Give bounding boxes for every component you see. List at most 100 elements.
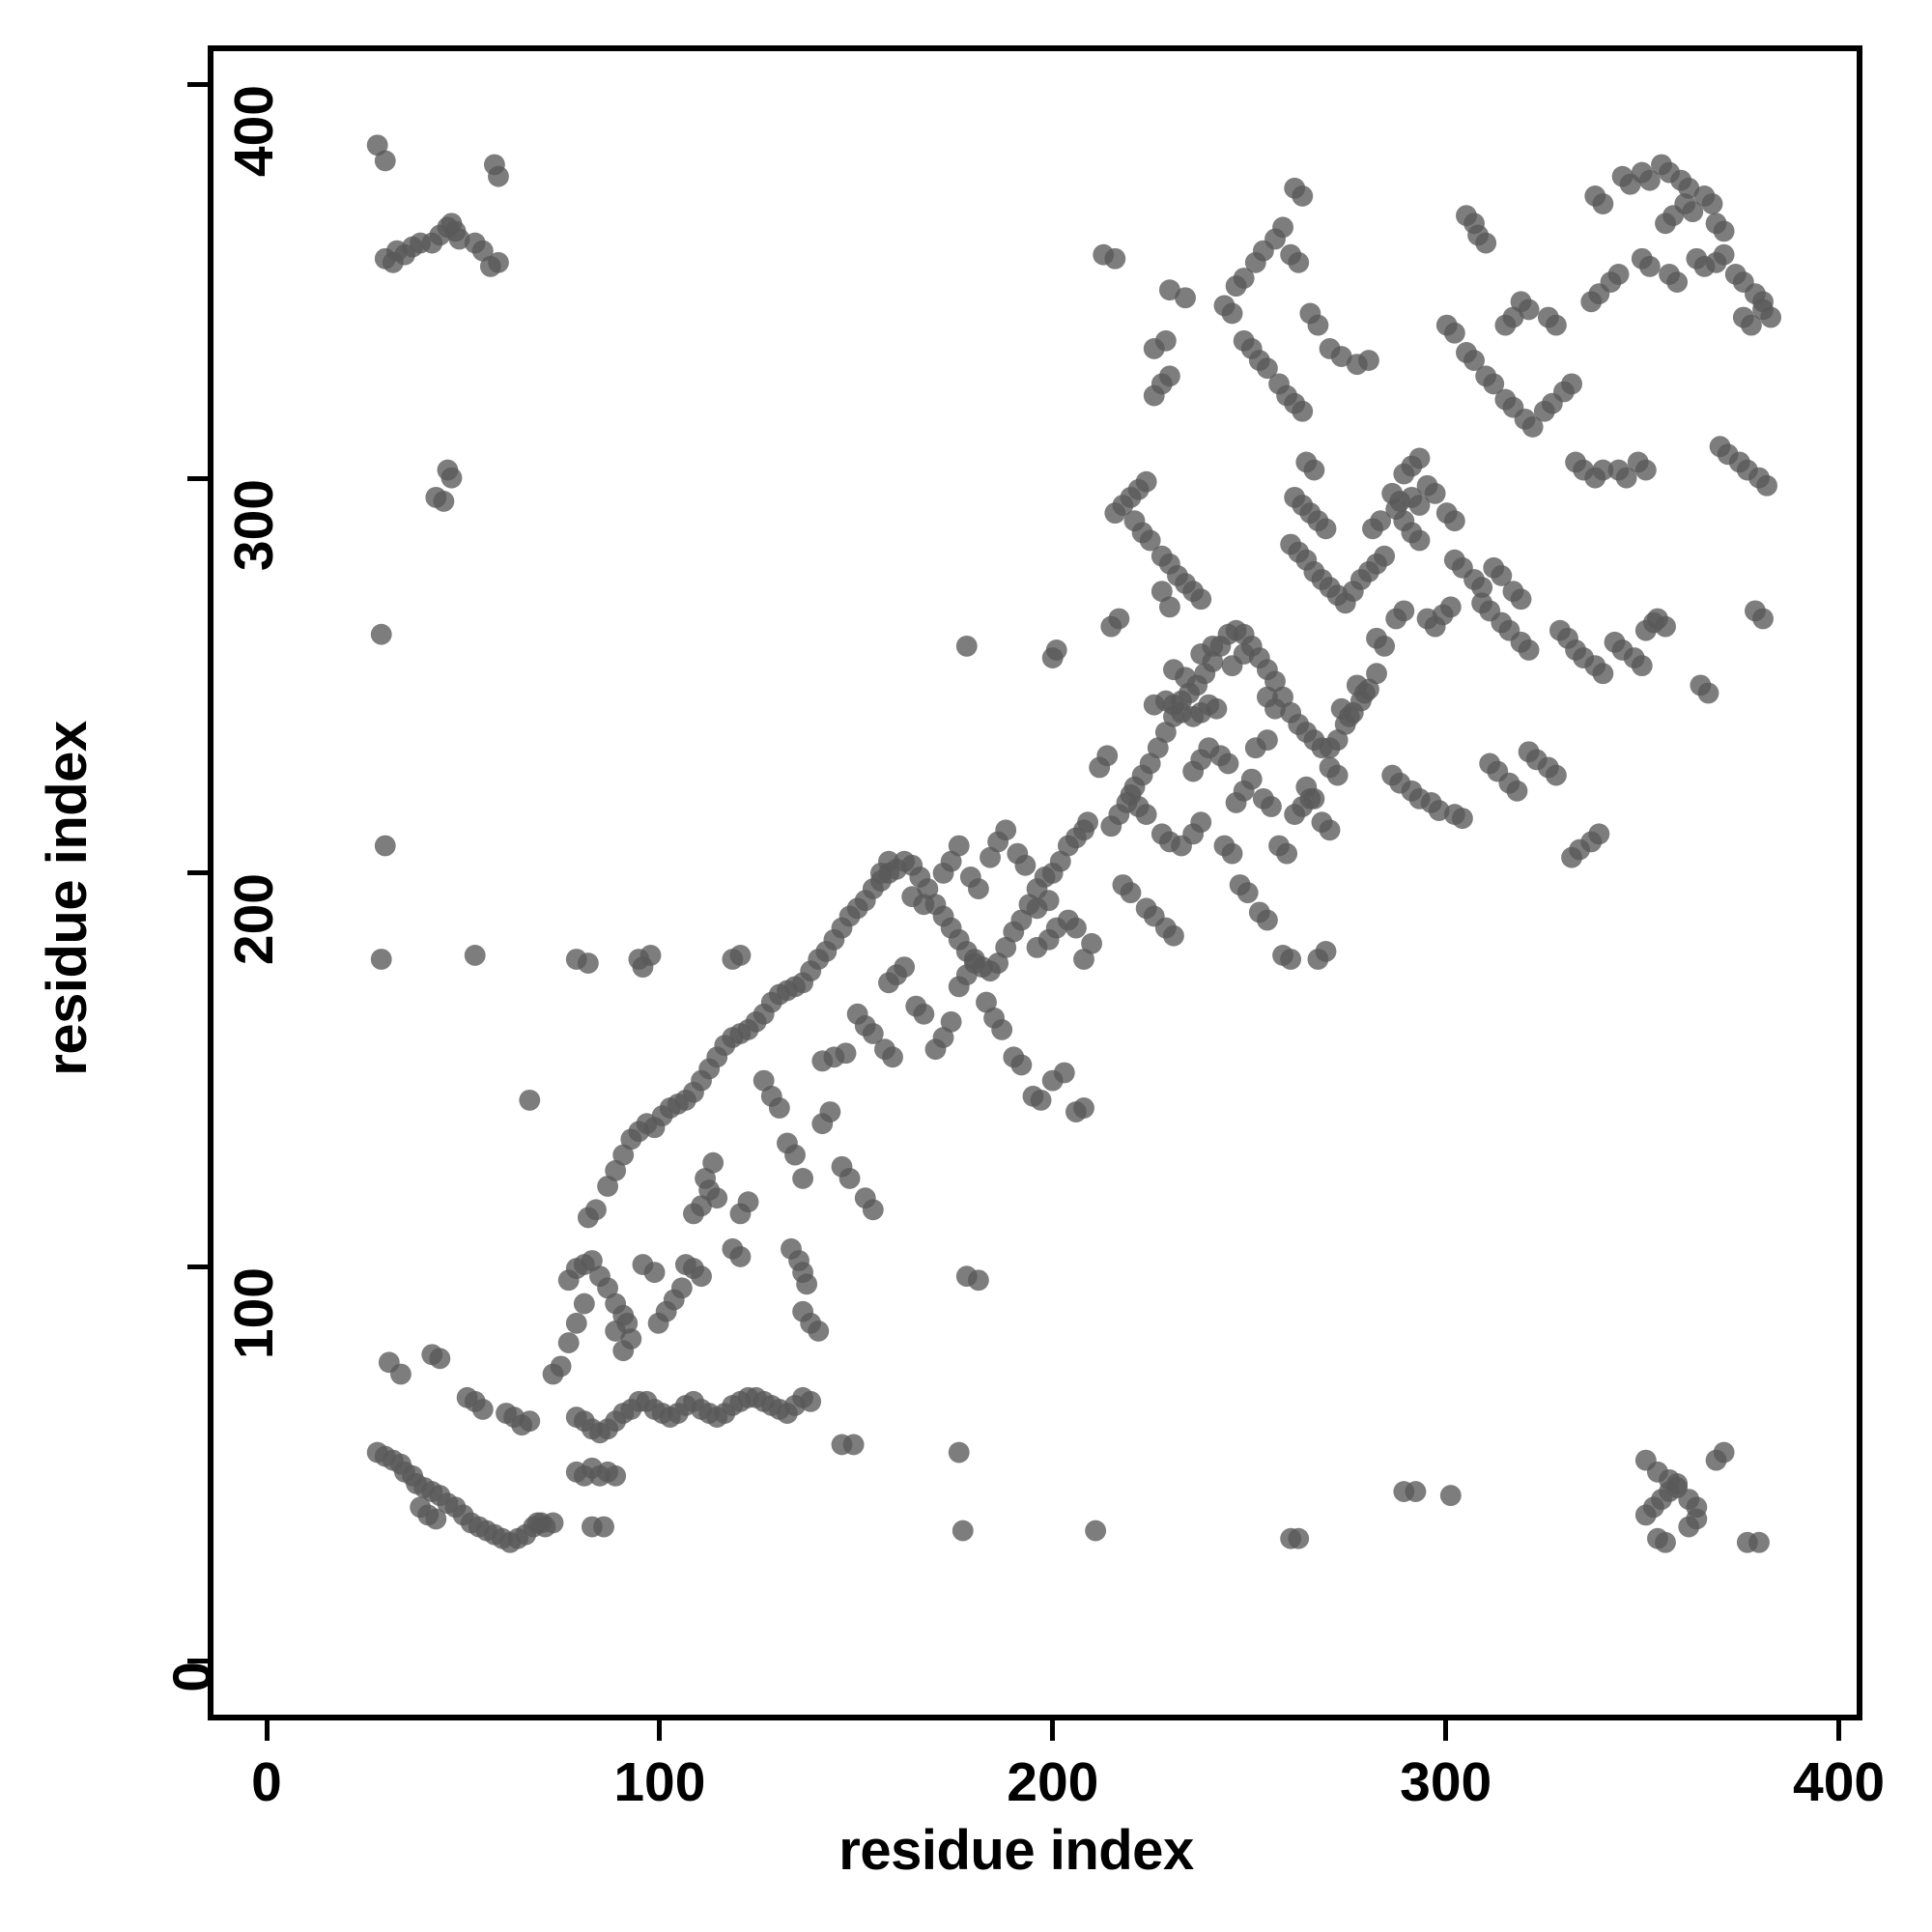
data-point bbox=[1713, 220, 1735, 242]
data-point bbox=[1190, 811, 1212, 834]
data-point bbox=[1030, 1089, 1052, 1111]
x-tick-label: 0 bbox=[251, 1751, 282, 1813]
data-point bbox=[1760, 306, 1782, 328]
data-point bbox=[429, 1348, 451, 1370]
data-point bbox=[987, 952, 1009, 974]
data-point bbox=[1261, 796, 1282, 817]
data-point bbox=[991, 1019, 1013, 1040]
y-tick-label: 400 bbox=[223, 84, 286, 177]
data-point bbox=[940, 1010, 962, 1033]
data-point bbox=[967, 1269, 989, 1292]
data-point bbox=[1053, 1062, 1075, 1084]
data-point bbox=[792, 1167, 814, 1189]
data-point bbox=[1475, 232, 1497, 254]
data-point bbox=[1443, 510, 1465, 532]
x-tick-label: 100 bbox=[613, 1751, 706, 1813]
data-point bbox=[550, 1355, 572, 1378]
data-point bbox=[1545, 314, 1567, 336]
data-point bbox=[1256, 357, 1278, 380]
data-point bbox=[542, 1512, 564, 1534]
data-point bbox=[1073, 949, 1094, 970]
data-point bbox=[1108, 608, 1130, 630]
data-point bbox=[1154, 722, 1177, 743]
data-point bbox=[643, 1262, 666, 1284]
data-point bbox=[808, 1321, 830, 1342]
data-point bbox=[1221, 302, 1243, 325]
data-point bbox=[1408, 529, 1431, 552]
data-point bbox=[1655, 615, 1676, 638]
data-point bbox=[796, 1273, 818, 1295]
data-point bbox=[819, 1101, 841, 1122]
data-point bbox=[1393, 600, 1415, 622]
data-point bbox=[842, 1434, 865, 1456]
data-point bbox=[1190, 588, 1212, 611]
data-point bbox=[464, 945, 486, 966]
data-point bbox=[1483, 373, 1505, 395]
data-point bbox=[1163, 924, 1184, 947]
data-point bbox=[995, 936, 1017, 958]
data-point bbox=[1135, 470, 1157, 493]
y-tick bbox=[187, 1659, 208, 1664]
data-point bbox=[597, 1176, 619, 1197]
data-point bbox=[1686, 1496, 1708, 1519]
data-point bbox=[1280, 949, 1302, 970]
data-point bbox=[1682, 201, 1704, 223]
data-point bbox=[1233, 268, 1255, 289]
data-point bbox=[1491, 565, 1513, 586]
data-point bbox=[1158, 365, 1180, 387]
data-point bbox=[1439, 596, 1462, 618]
data-point bbox=[967, 878, 989, 900]
data-point bbox=[1748, 1531, 1770, 1553]
data-point bbox=[1326, 729, 1349, 752]
data-point bbox=[1374, 635, 1396, 657]
data-point bbox=[800, 1390, 822, 1412]
data-point bbox=[882, 1046, 903, 1068]
data-point bbox=[1713, 243, 1735, 266]
data-point bbox=[913, 1003, 935, 1025]
data-point bbox=[1502, 306, 1524, 328]
data-point bbox=[581, 1250, 603, 1271]
data-point bbox=[1292, 400, 1314, 422]
data-point bbox=[1045, 639, 1067, 661]
x-tick-label: 400 bbox=[1793, 1751, 1886, 1813]
x-tick bbox=[657, 1720, 663, 1741]
data-point bbox=[1292, 185, 1314, 207]
data-point bbox=[913, 894, 935, 916]
data-point bbox=[1303, 459, 1325, 481]
data-point bbox=[1288, 1527, 1310, 1549]
data-point bbox=[1073, 1097, 1094, 1119]
x-tick-label: 200 bbox=[1007, 1751, 1099, 1813]
data-point bbox=[1443, 322, 1465, 344]
data-point bbox=[1221, 842, 1243, 865]
data-point bbox=[1561, 373, 1582, 395]
data-point bbox=[729, 945, 752, 966]
data-point bbox=[691, 1195, 712, 1217]
data-point bbox=[1264, 697, 1286, 720]
data-point bbox=[1010, 909, 1033, 931]
data-point bbox=[980, 846, 1001, 868]
data-point bbox=[1374, 545, 1396, 567]
data-point bbox=[605, 1464, 627, 1487]
data-point bbox=[940, 850, 962, 872]
data-point bbox=[838, 1167, 861, 1189]
data-point bbox=[1139, 529, 1161, 552]
data-point bbox=[878, 850, 899, 872]
data-point bbox=[670, 1277, 693, 1299]
data-point bbox=[691, 1265, 712, 1288]
data-point bbox=[862, 1023, 884, 1044]
x-tick bbox=[1443, 1720, 1449, 1741]
data-point bbox=[1307, 314, 1329, 336]
data-point bbox=[1521, 416, 1544, 438]
data-point bbox=[1037, 890, 1060, 912]
data-point bbox=[1592, 663, 1614, 685]
data-point bbox=[1408, 447, 1431, 469]
data-point bbox=[1451, 808, 1473, 830]
data-point bbox=[433, 491, 455, 512]
data-point bbox=[585, 1199, 607, 1221]
data-point bbox=[1756, 474, 1777, 497]
data-point bbox=[1358, 350, 1379, 372]
data-point bbox=[976, 991, 997, 1013]
data-point bbox=[1353, 682, 1376, 704]
data-point bbox=[768, 1097, 790, 1119]
data-point bbox=[1104, 247, 1126, 270]
